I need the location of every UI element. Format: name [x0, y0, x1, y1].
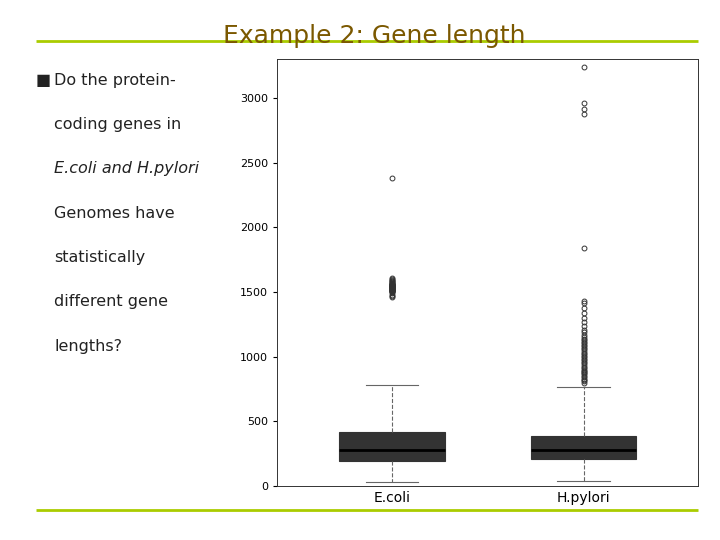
Text: E.coli and H.pylori: E.coli and H.pylori: [54, 161, 199, 177]
PathPatch shape: [531, 436, 636, 459]
Text: lengths?: lengths?: [54, 339, 122, 354]
Text: coding genes in: coding genes in: [54, 117, 181, 132]
Text: Do the protein-: Do the protein-: [54, 73, 176, 88]
Text: different gene: different gene: [54, 294, 168, 309]
PathPatch shape: [339, 432, 445, 461]
Text: Example 2: Gene length: Example 2: Gene length: [223, 24, 526, 48]
Text: statistically: statistically: [54, 250, 145, 265]
Text: Genomes have: Genomes have: [54, 206, 175, 221]
Text: ■: ■: [36, 73, 51, 88]
